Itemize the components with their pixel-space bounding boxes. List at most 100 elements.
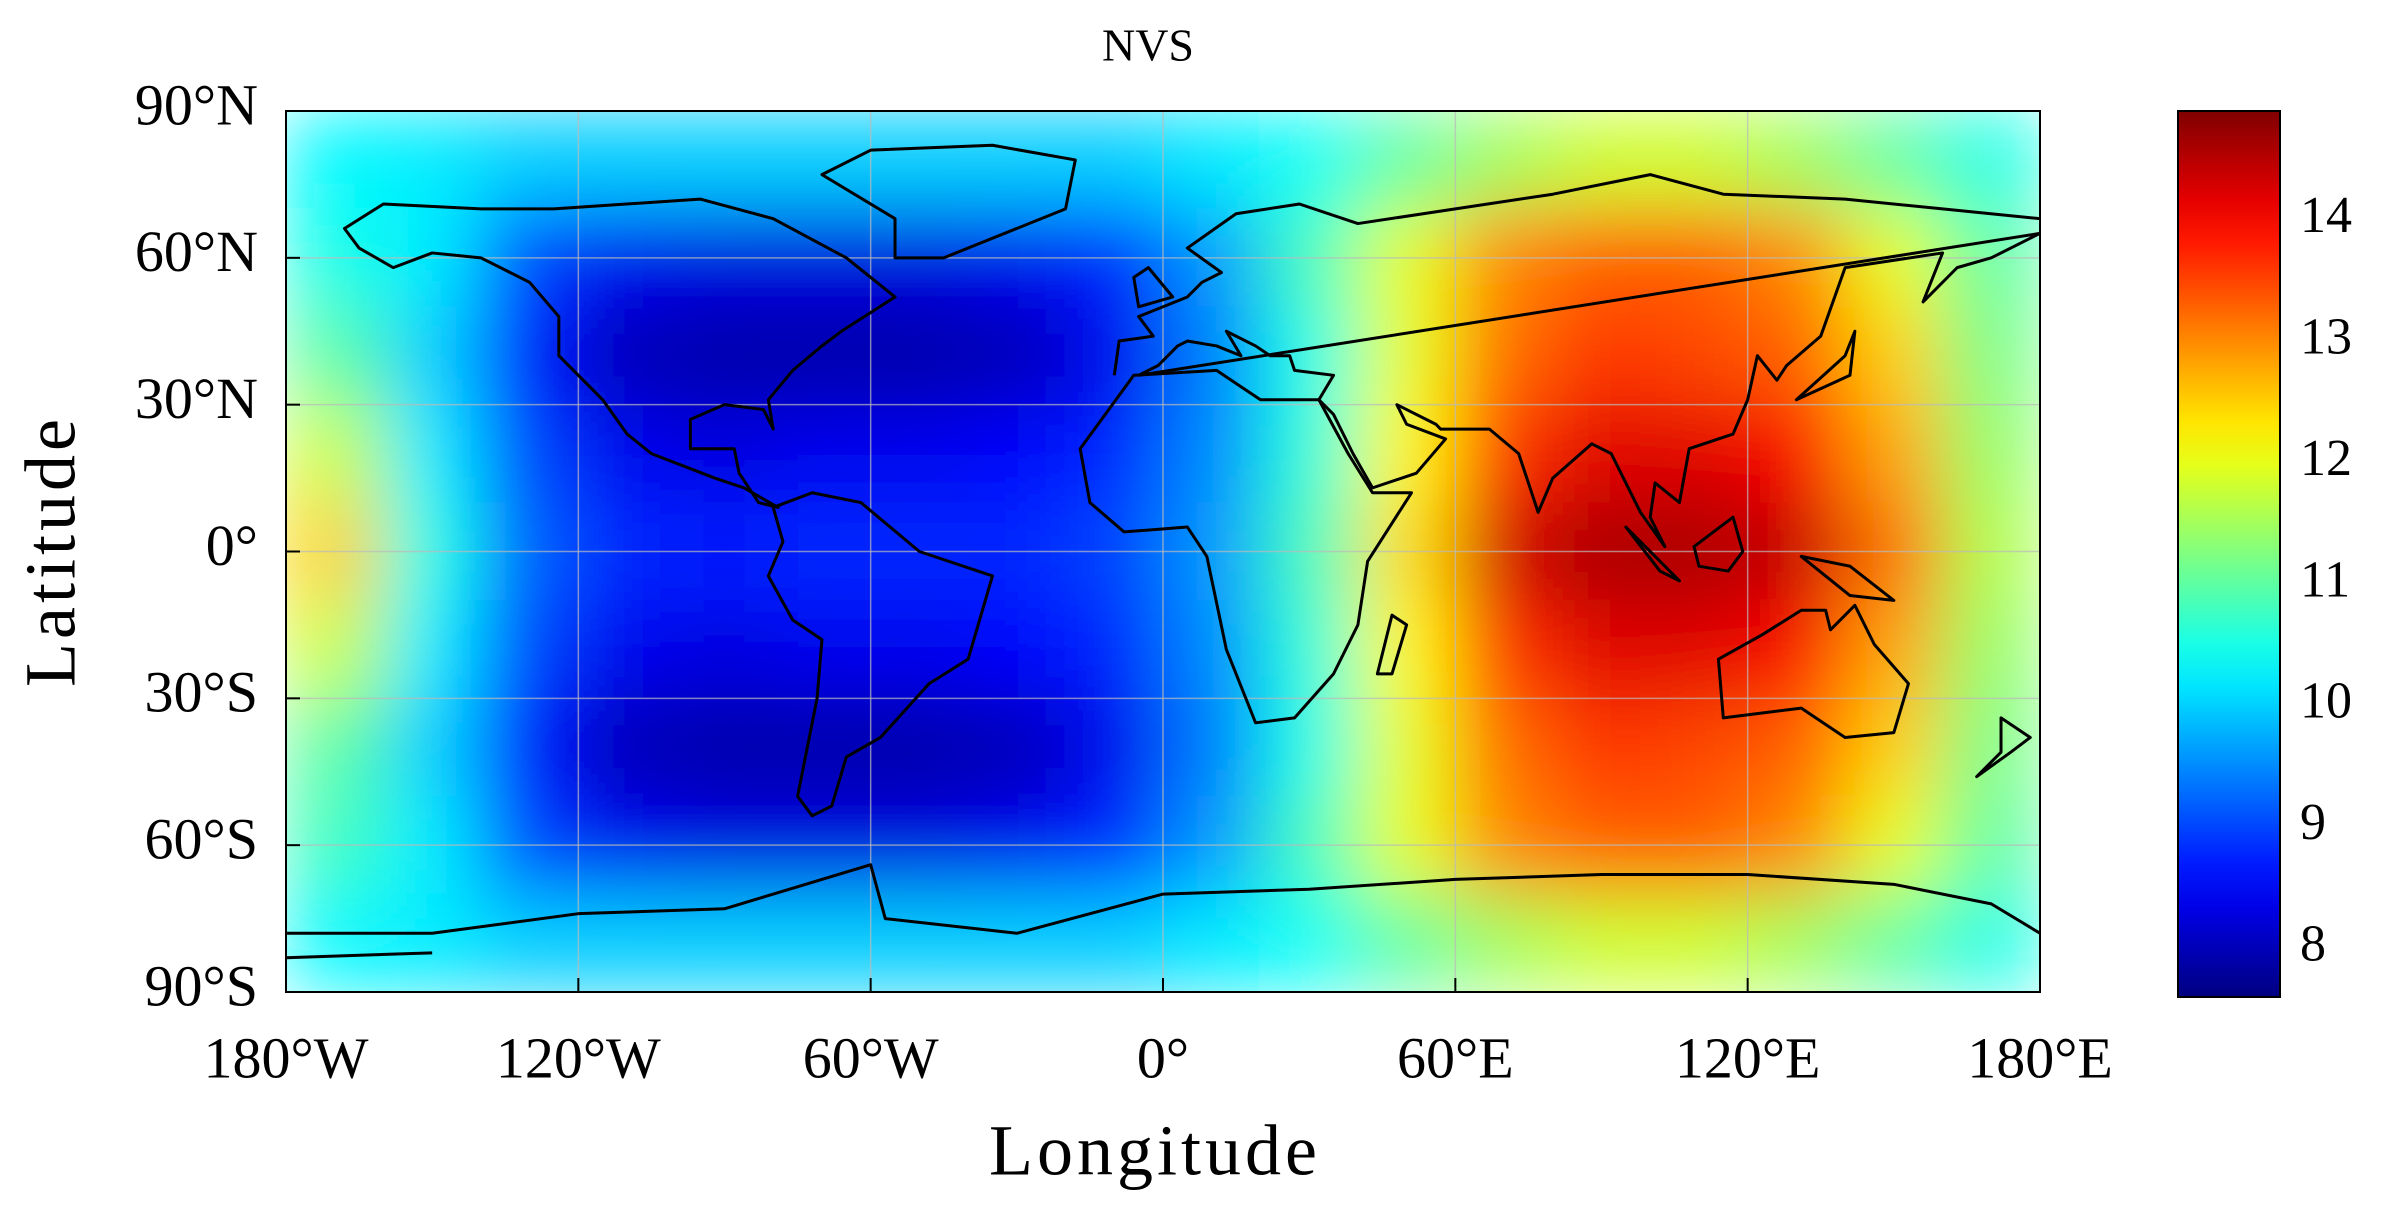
heat-cell: [1747, 404, 1846, 504]
heat-cell: [1162, 404, 1261, 504]
heat-cell: [1649, 697, 1749, 797]
heat-cell: [1259, 404, 1359, 504]
heat-cell: [382, 306, 482, 406]
heat-cell: [480, 599, 579, 699]
x-axis-label: Longitude: [989, 1111, 1321, 1191]
y-tick-label: 0°: [206, 513, 258, 578]
coastline: [1114, 175, 2040, 547]
y-tick-label: 30°N: [135, 366, 258, 431]
heat-cell: [772, 697, 872, 797]
heat-cell: [967, 111, 1067, 210]
heat-cell: [1259, 697, 1359, 797]
heat-cell: [286, 111, 384, 210]
heat-cell: [1454, 599, 1554, 699]
heat-cell: [1259, 893, 1359, 992]
heat-cell: [1162, 111, 1261, 210]
heat-cell: [286, 404, 384, 504]
heat-cell: [1844, 893, 1944, 992]
heat-cell: [870, 111, 969, 210]
x-tick-label: 180°W: [204, 1025, 369, 1090]
heat-cell: [1065, 697, 1164, 797]
y-tick-label: 60°N: [135, 219, 258, 284]
heat-cell: [967, 697, 1067, 797]
heat-cell: [1454, 893, 1554, 992]
heat-cell: [577, 697, 677, 797]
heat-cell: [870, 599, 969, 699]
heat-cell: [1552, 697, 1651, 797]
y-tick-label: 90°N: [135, 72, 258, 137]
heat-cell: [870, 306, 969, 406]
heat-cell: [1747, 599, 1846, 699]
heat-cell: [675, 111, 774, 210]
heat-cell: [1357, 306, 1456, 406]
coastline: [286, 865, 2040, 958]
heat-cell: [1552, 893, 1651, 992]
heat-cell: [1065, 306, 1164, 406]
heat-cell: [1942, 111, 2040, 210]
coastline: [822, 145, 1075, 258]
heat-cell: [1649, 111, 1749, 210]
coastlines: [286, 145, 2040, 957]
colorbar: [2177, 110, 2281, 998]
heat-cell: [1844, 111, 1944, 210]
heat-cell: [675, 697, 774, 797]
heat-cell: [1747, 111, 1846, 210]
heat-cell: [1454, 404, 1554, 504]
heat-cell: [1357, 599, 1456, 699]
colorbar-tick-label: 9: [2300, 794, 2326, 851]
heat-cell: [1942, 599, 2040, 699]
heat-cell: [1552, 306, 1651, 406]
heat-cell: [1552, 111, 1651, 210]
heat-cell: [1942, 404, 2040, 504]
heat-cell: [480, 893, 579, 992]
x-tick-label: 120°E: [1675, 1025, 1821, 1090]
colorbar-tick-label: 10: [2300, 673, 2352, 730]
heat-cell: [967, 404, 1067, 504]
heat-cell: [1065, 893, 1164, 992]
heat-cell: [870, 697, 969, 797]
heat-cell: [1747, 893, 1846, 992]
y-tick-label: 30°S: [145, 660, 258, 725]
heat-cell: [480, 404, 579, 504]
heat-cell: [286, 697, 384, 797]
heat-cell: [1844, 404, 1944, 504]
heat-cell: [1942, 306, 2040, 406]
heat-cell: [772, 893, 872, 992]
heat-cell: [1844, 697, 1944, 797]
coastline: [1718, 605, 1908, 737]
heat-cell: [382, 599, 482, 699]
heat-cell: [1844, 306, 1944, 406]
x-tick-label: 180°E: [1967, 1025, 2113, 1090]
heat-cell: [870, 404, 969, 504]
colorbar-tick-label: 8: [2300, 915, 2326, 972]
heat-cell: [1942, 893, 2040, 992]
axes: 180°W 120°W 60°W 0° 60°E 120°E 180°E 90°N 60°N 30…: [135, 72, 2352, 1090]
heat-cell: [1357, 893, 1456, 992]
heat-cell: [1649, 599, 1749, 699]
heat-cell: [1942, 697, 2040, 797]
heat-cell: [967, 306, 1067, 406]
x-tick-label: 60°W: [803, 1025, 939, 1090]
heat-cell: [675, 599, 774, 699]
heat-cell: [1357, 111, 1456, 210]
heat-cell: [1649, 404, 1749, 504]
heat-cell: [1259, 111, 1359, 210]
y-axis-label: Latitude: [11, 415, 91, 687]
heat-cell: [1259, 599, 1359, 699]
chart-title: NVS: [1102, 20, 1194, 71]
plot-area: [286, 111, 2040, 992]
coastline: [1134, 268, 2030, 777]
heat-cell: [870, 893, 969, 992]
heat-cell: [1649, 306, 1749, 406]
heat-cell: [577, 404, 677, 504]
heat-cell: [1454, 306, 1554, 406]
heat-cell: [382, 404, 482, 504]
heat-cell: [967, 599, 1067, 699]
heat-cell: [286, 599, 384, 699]
colorbar-tick-label: 13: [2300, 309, 2352, 366]
heat-cell: [577, 599, 677, 699]
colorbar-tick-label: 12: [2300, 430, 2352, 487]
heat-cell: [1162, 893, 1261, 992]
heat-cell: [772, 404, 872, 504]
heat-cell: [1065, 111, 1164, 210]
